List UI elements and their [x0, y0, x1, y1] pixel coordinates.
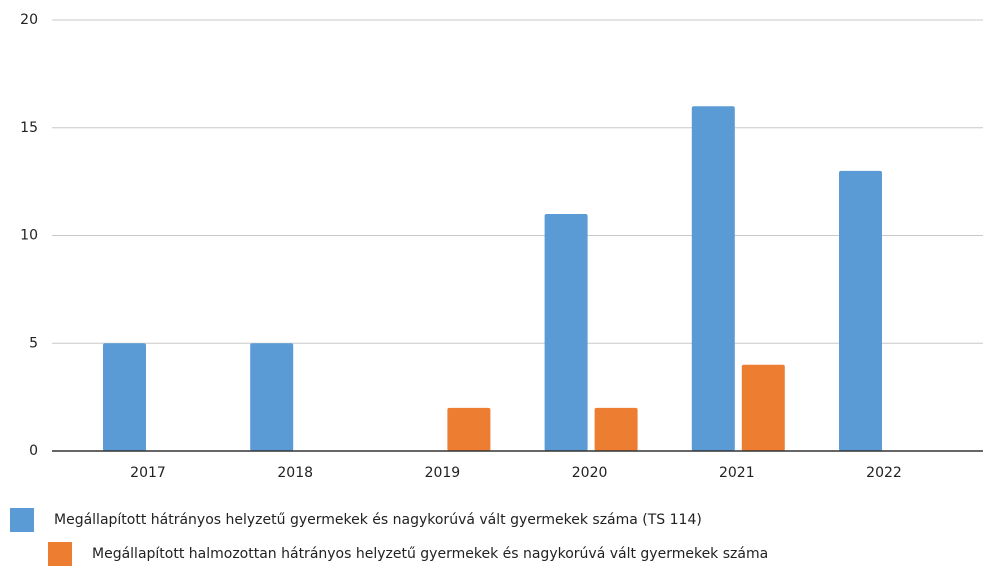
x-tick-label: 2018: [277, 465, 313, 481]
legend-label: Megállapított halmozottan hátrányos hely…: [92, 546, 768, 562]
bar: [250, 343, 294, 451]
bar: [544, 213, 588, 451]
y-tick-label: 5: [29, 335, 38, 351]
x-tick-label: 2021: [719, 465, 755, 481]
x-tick-label: 2019: [425, 465, 461, 481]
y-tick-label: 15: [20, 120, 38, 136]
legend-swatch: [10, 508, 34, 532]
legend-swatch: [48, 542, 72, 566]
legend-label: Megállapított hátrányos helyzetű gyermek…: [54, 512, 702, 528]
bar: [691, 106, 735, 451]
y-tick-label: 0: [29, 443, 38, 459]
bar: [103, 343, 146, 451]
y-tick-label: 20: [20, 12, 38, 28]
bar: [741, 364, 785, 451]
bar: [447, 407, 491, 451]
bar: [839, 170, 882, 451]
x-tick-label: 2017: [130, 465, 166, 481]
y-tick-label: 10: [20, 228, 38, 244]
x-tick-label: 2022: [866, 465, 902, 481]
x-tick-label: 2020: [572, 465, 608, 481]
bar: [594, 407, 638, 451]
